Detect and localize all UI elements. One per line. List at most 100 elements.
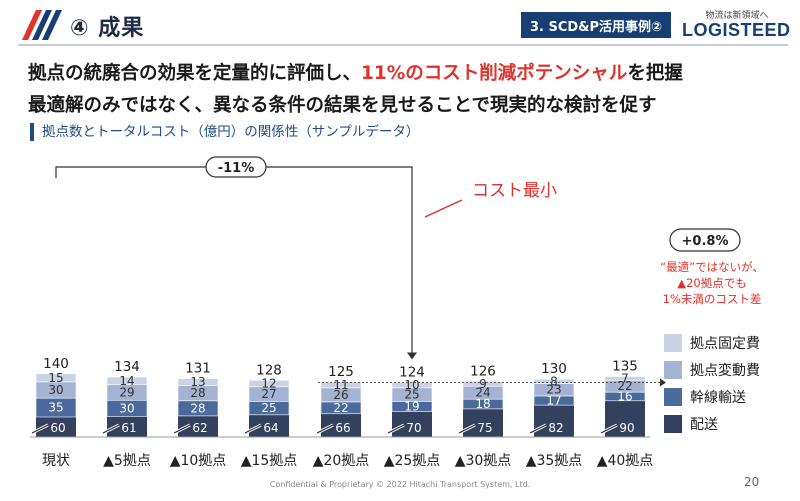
data-label-拠点変動費: 22 [617, 379, 632, 393]
bar-segment-拠点固定費 [320, 381, 362, 389]
bar-segment-拠点固定費 [106, 376, 148, 385]
x-tick-label: ▲5拠点 [103, 453, 151, 469]
x-tick-label: ▲20拠点 [313, 453, 370, 469]
bar-segment-拠点固定費 [177, 378, 219, 386]
headline-line-1-c: を把握 [627, 63, 683, 84]
x-tick-label: ▲25拠点 [384, 453, 441, 469]
total-label: 128 [256, 362, 282, 378]
bar-segment-配送 [178, 415, 218, 437]
axis-break-mark [244, 424, 262, 434]
brand-name: LOGISTEED [682, 20, 791, 40]
min-cost-pointer [424, 199, 463, 218]
data-label-配送: 64 [263, 421, 278, 435]
min-cost-label: コスト最小 [472, 181, 557, 201]
axis-break-mark [316, 424, 334, 434]
axis-break-mark [529, 424, 547, 434]
increase-label: +0.8% [682, 234, 729, 249]
footer-confidential: Confidential & Proprietary © 2022 Hitach… [269, 480, 531, 489]
data-label-拠点固定費: 7 [621, 371, 629, 385]
data-label-幹線輸送: 25 [261, 401, 276, 415]
x-tick-label: ▲35拠点 [526, 453, 583, 469]
data-label-配送: 60 [50, 421, 65, 435]
total-label: 134 [114, 359, 140, 375]
data-label-配送: 61 [121, 421, 136, 435]
legend-label: 拠点固定費 [690, 335, 760, 352]
page-title: ④ 成果 [70, 16, 145, 41]
bar-segment-拠点固定費 [462, 381, 504, 387]
increase-pill [669, 228, 741, 252]
note-line-3: 1%未満のコスト差 [663, 292, 762, 306]
legend-item: 幹線輸送 [664, 386, 760, 407]
data-label-拠点変動費: 28 [190, 386, 205, 400]
total-label: 131 [185, 361, 211, 377]
data-label-拠点固定費: 15 [48, 371, 63, 385]
brand-tagline: 物流は新領域へ [705, 11, 769, 21]
chart-legend: 拠点固定費拠点変動費幹線輸送配送 [664, 332, 760, 440]
legend-item: 拠点変動費 [664, 359, 760, 380]
data-label-拠点変動費: 29 [119, 385, 134, 399]
headline-line-1-highlight: 11%のコスト削減ポテンシャル [361, 63, 628, 84]
reduction-bracket [55, 166, 413, 359]
data-label-幹線輸送: 19 [404, 399, 419, 413]
x-tick-label: 現状 [42, 453, 70, 469]
total-label: 135 [612, 359, 638, 375]
data-label-配送: 70 [406, 421, 421, 435]
data-label-幹線輸送: 35 [48, 401, 63, 415]
reduction-pill [205, 156, 267, 178]
x-tick-label: ▲40拠点 [597, 453, 654, 469]
reduction-label: -11% [218, 161, 255, 176]
axis-break-mark [458, 424, 476, 434]
data-label-幹線輸送: 17 [546, 394, 561, 408]
headline-line-2: 最適解のみではなく、異なる条件の結果を見せることで現実的な検討を促す [28, 95, 657, 116]
total-label: 125 [328, 364, 354, 380]
headline-line-1-a: 拠点の統廃合の効果を定量的に評価し、 [28, 63, 362, 84]
total-label: 140 [43, 356, 69, 372]
data-label-配送: 90 [619, 421, 634, 435]
bar-segment-配送 [392, 411, 432, 437]
data-label-拠点固定費: 9 [479, 377, 487, 391]
legend-swatch [664, 360, 682, 379]
note-line-2: ▲20拠点でも [677, 276, 746, 290]
bar-segment-配送 [249, 414, 289, 437]
data-label-拠点変動費: 27 [261, 387, 276, 401]
bar-segment-配送 [463, 408, 503, 437]
stacked-bar-chart: 60353015140現状61302914134▲5拠点62282813131▲… [30, 156, 764, 469]
chart-subhead: 拠点数とトータルコスト（億円）の関係性（サンプルデータ） [30, 123, 419, 141]
bar-segment-拠点固定費 [248, 379, 290, 388]
data-label-拠点変動費: 25 [404, 388, 419, 402]
data-label-拠点変動費: 23 [546, 383, 561, 397]
total-label: 130 [541, 361, 567, 377]
brand-stripes-logo [22, 10, 62, 40]
data-label-配送: 66 [335, 421, 350, 435]
data-label-拠点固定費: 11 [333, 378, 348, 392]
data-label-拠点変動費: 30 [48, 383, 63, 397]
data-label-幹線輸送: 30 [119, 401, 134, 415]
axis-break-mark [31, 424, 49, 434]
data-label-配送: 62 [192, 421, 207, 435]
legend-swatch [664, 333, 682, 352]
legend-item: 拠点固定費 [664, 332, 760, 353]
data-label-拠点固定費: 12 [261, 377, 276, 391]
data-label-拠点固定費: 10 [404, 378, 419, 392]
legend-label: 配送 [690, 416, 718, 433]
total-label: 126 [470, 363, 496, 379]
legend-swatch [664, 414, 682, 433]
axis-break-mark [173, 424, 191, 434]
axis-break-mark [102, 424, 120, 434]
data-label-配送: 75 [477, 421, 492, 435]
bar-segment-拠点固定費 [35, 373, 77, 383]
data-label-幹線輸送: 28 [190, 401, 205, 415]
headline-line-1: 拠点の統廃合の効果を定量的に評価し、11%のコスト削減ポテンシャルを把握 [28, 59, 683, 85]
legend-label: 幹線輸送 [690, 389, 746, 406]
data-label-拠点変動費: 26 [333, 388, 348, 402]
bar-segment-配送 [534, 405, 574, 437]
axis-break-mark [387, 424, 405, 434]
legend-label: 拠点変動費 [690, 362, 760, 379]
data-label-幹線輸送: 18 [475, 397, 490, 411]
bar-segment-拠点固定費 [533, 378, 575, 384]
bar-segment-配送 [605, 400, 645, 437]
total-label: 124 [399, 364, 425, 380]
bar-segment-配送 [36, 417, 76, 437]
header-divider [18, 44, 788, 46]
bar-segment-配送 [107, 416, 147, 437]
